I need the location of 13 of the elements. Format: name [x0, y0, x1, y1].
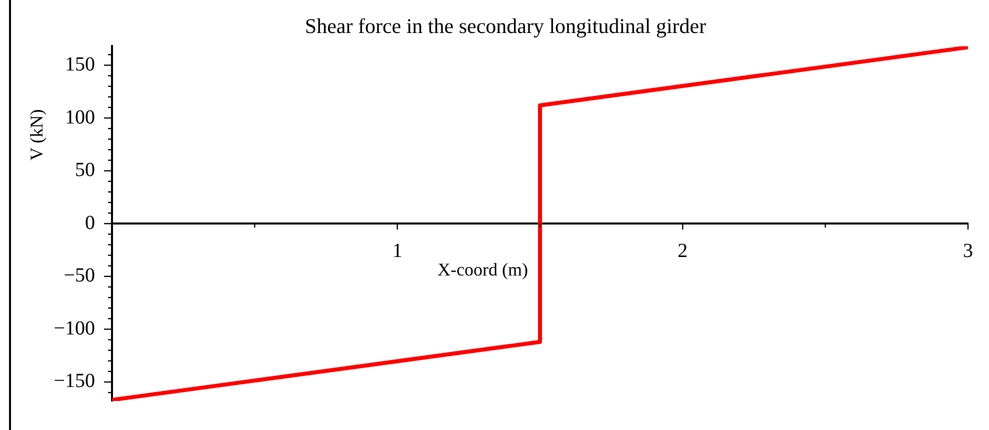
y-tick-label: −150 — [54, 370, 95, 392]
x-axis-title: X-coord (m) — [438, 259, 528, 280]
x-tick-label: 3 — [963, 240, 973, 262]
y-tick-label: 0 — [85, 212, 95, 234]
y-axis-title: V (kN) — [26, 109, 47, 160]
x-tick-label: 1 — [392, 240, 402, 262]
y-tick-label: 100 — [65, 106, 95, 128]
x-tick-label: 2 — [678, 240, 688, 262]
y-tick-label: −100 — [54, 317, 95, 340]
y-tick-label: −50 — [64, 264, 95, 287]
y-tick-label: 150 — [65, 53, 95, 76]
chart-title: Shear force in the secondary longitudinal girder — [304, 14, 706, 38]
y-tick-label: 50 — [75, 159, 95, 182]
